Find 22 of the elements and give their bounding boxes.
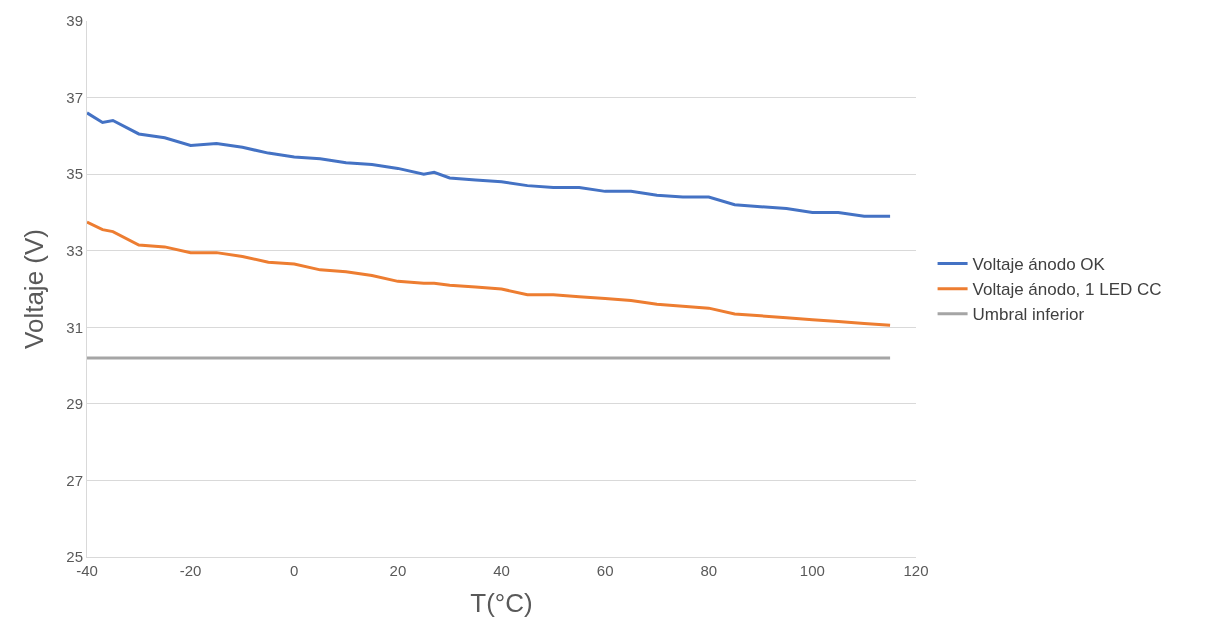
y-tick-label: 39 xyxy=(66,12,83,30)
y-axis-title: Voltaje (V) xyxy=(18,229,49,349)
y-tick-label: 37 xyxy=(66,88,83,106)
line-series xyxy=(87,111,892,218)
x-tick-label: 80 xyxy=(700,562,718,579)
y-tick-label: 27 xyxy=(66,471,83,489)
x-tick-label: 20 xyxy=(389,562,407,579)
x-tick-label: 100 xyxy=(799,562,825,579)
y-tick-label: 29 xyxy=(66,395,83,413)
x-axis-title: T(°C) xyxy=(470,587,533,618)
y-tick-label: 33 xyxy=(66,241,83,259)
x-tick-label: 120 xyxy=(903,562,929,579)
line-series xyxy=(87,220,892,327)
legend-label: Umbral inferior xyxy=(972,305,1085,325)
x-tick-label: 60 xyxy=(596,562,614,579)
y-tick-label: 31 xyxy=(66,318,83,336)
x-tick-label: -20 xyxy=(179,562,202,579)
x-tick-label: 0 xyxy=(290,562,299,579)
legend-label: Voltaje ánodo, 1 LED CC xyxy=(972,280,1162,300)
legend-label: Voltaje ánodo OK xyxy=(972,255,1106,275)
x-tick-label: 40 xyxy=(493,562,510,579)
y-tick-label: 35 xyxy=(66,165,83,183)
